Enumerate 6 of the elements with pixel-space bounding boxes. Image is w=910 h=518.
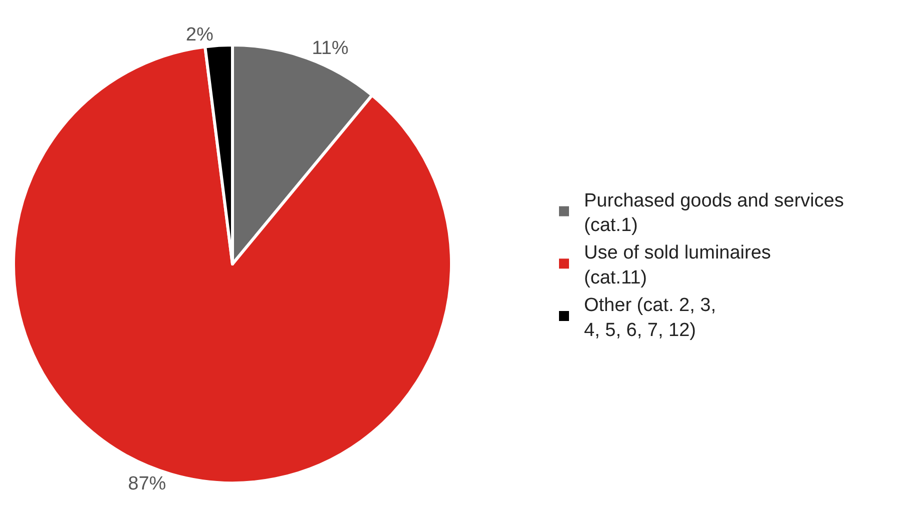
data-label: 2% — [186, 24, 214, 46]
legend-label: Use of sold luminaires (cat.11) — [584, 242, 771, 288]
data-label: 87% — [128, 473, 166, 494]
data-label: 11% — [312, 38, 349, 60]
legend-label: Other (cat. 2, 3, 4, 5, 6, 7, 12) — [584, 295, 716, 341]
legend-label: Purchased goods and services (cat.1) — [584, 190, 844, 236]
